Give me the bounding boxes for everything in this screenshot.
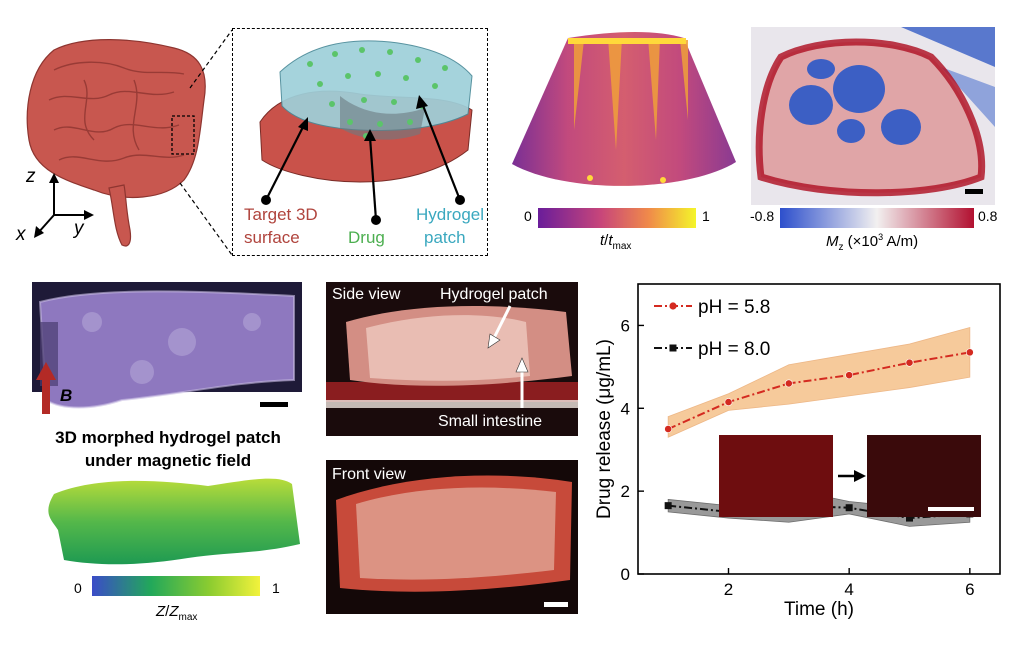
- thickness-colorbar: [538, 208, 696, 228]
- data-point: [905, 358, 914, 367]
- inset-image-before: [719, 435, 833, 517]
- mag-cb-min: -0.8: [750, 208, 775, 224]
- y-tick-label: 4: [621, 399, 630, 418]
- y-axis-label: Drug release (μg/mL): [594, 339, 615, 519]
- hydrogel-label-1: Hydrogel: [416, 205, 485, 224]
- morph-cb-min: 0: [74, 580, 82, 596]
- series-band-0: [667, 326, 971, 438]
- legend-marker: [669, 344, 677, 352]
- thickness-cb-max: 1: [702, 208, 710, 224]
- magnetization-colorbar: [780, 208, 974, 228]
- magnetization-map: [751, 27, 995, 205]
- inset-scale-bar: [928, 507, 974, 511]
- legend-marker: [669, 302, 677, 310]
- data-point: [845, 371, 854, 380]
- axes-triad: [34, 173, 94, 238]
- zoom-connector: [179, 29, 233, 256]
- zoom-box: [232, 28, 488, 256]
- data-point: [664, 425, 673, 433]
- field-label: B: [60, 386, 73, 405]
- front-view-label: Front view: [332, 466, 406, 483]
- data-point: [965, 348, 974, 357]
- drug-label: Drug: [348, 228, 385, 247]
- x-tick-label: 6: [965, 580, 974, 599]
- axis-y-label: y: [74, 218, 84, 239]
- data-point: [784, 379, 793, 388]
- morph-cb-max: 1: [272, 580, 280, 596]
- data-point: [724, 398, 733, 406]
- axis-x-label: x: [16, 224, 26, 245]
- x-tick-label: 4: [844, 580, 853, 599]
- annotation-arrows: [261, 95, 465, 225]
- front-view-photo: [326, 460, 578, 614]
- x-tick-label: 2: [724, 580, 733, 599]
- small-intestine-label: Small intestine: [438, 413, 543, 430]
- plot-frame: [637, 283, 1001, 575]
- y-tick-label: 0: [621, 565, 630, 584]
- x-axis-label: Time (h): [784, 599, 854, 620]
- inset-arrowhead: [854, 470, 866, 482]
- mag-cb-max: 0.8: [978, 208, 998, 224]
- morphed-caption-2: under magnetic field: [84, 451, 252, 470]
- morphed-caption-1: 3D morphed hydrogel patch: [55, 428, 281, 447]
- data-point: [906, 514, 913, 522]
- morph-colorbar: [92, 576, 260, 596]
- y-tick-label: 2: [621, 482, 630, 501]
- thickness-cb-label: t/tmax: [600, 232, 632, 252]
- data-point: [664, 502, 672, 510]
- morphed-surface: [48, 478, 300, 565]
- target-surface-label-2: surface: [244, 228, 300, 247]
- legend-label: pH = 8.0: [698, 339, 770, 360]
- inset-image-after: [867, 435, 981, 517]
- hydrogel-label-2: patch: [424, 228, 466, 247]
- side-view-label: Side view: [332, 286, 401, 303]
- data-point: [845, 504, 853, 512]
- side-view-photo: [326, 282, 578, 436]
- mag-cb-label: Mz (×103 A/m): [826, 232, 919, 253]
- morph-cb-label: Z/Zmax: [156, 603, 198, 623]
- legend-label: pH = 5.8: [698, 297, 770, 318]
- intestine-illustration: [26, 39, 206, 247]
- thickness-map: [512, 32, 736, 186]
- target-surface-label-1: Target 3D: [244, 205, 318, 224]
- axis-z-label: z: [26, 166, 36, 187]
- series-line-0: [667, 351, 971, 430]
- field-arrow: [36, 362, 56, 414]
- thickness-cb-min: 0: [524, 208, 532, 224]
- side-view-arrows: [487, 305, 529, 408]
- hydrogel-patch-label: Hydrogel patch: [440, 286, 548, 303]
- hydrogel-photo: [32, 282, 302, 409]
- y-tick-label: 6: [621, 316, 630, 335]
